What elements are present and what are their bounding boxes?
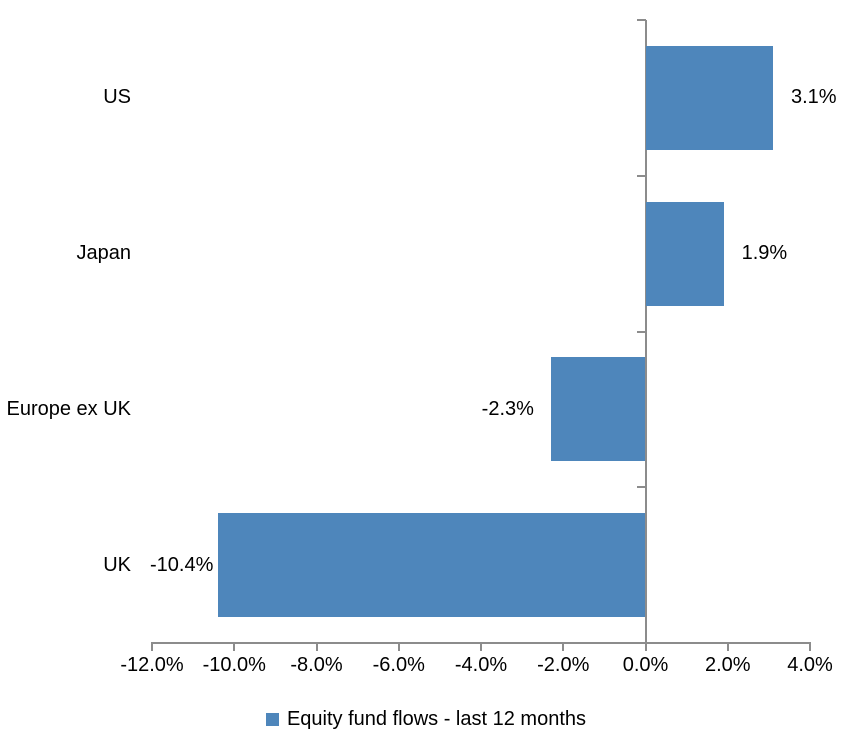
data-label: -2.3% xyxy=(481,397,534,420)
legend: Equity fund flows - last 12 months xyxy=(0,708,852,731)
y-axis-tick xyxy=(636,486,646,489)
x-tick-label: 4.0% xyxy=(787,654,833,676)
x-tick-label: -4.0% xyxy=(454,654,508,676)
data-label: 1.9% xyxy=(741,242,788,265)
plot-area: -12.0% -10.0% -8.0% -6.0% -4.0% -2.0% 0.0% 2.0%… xyxy=(120,19,837,676)
category-label: UK xyxy=(103,553,131,576)
bar-japan xyxy=(645,201,724,306)
data-label: -10.4% xyxy=(150,553,214,576)
legend-label: Equity fund flows - last 12 months xyxy=(286,708,587,730)
x-tick-label: -8.0% xyxy=(290,654,343,676)
x-axis-tick xyxy=(151,642,153,651)
x-axis-tick xyxy=(233,642,236,651)
x-axis-tick xyxy=(726,642,729,651)
y-axis-tick xyxy=(636,19,646,21)
x-tick-label: 0.0% xyxy=(622,654,669,676)
category-label: US xyxy=(103,86,131,109)
x-tick-label: 2.0% xyxy=(704,654,751,676)
y-axis-zero-line xyxy=(644,20,647,643)
x-axis-tick xyxy=(809,642,811,651)
category-label: Japan xyxy=(76,242,132,265)
legend-swatch-icon xyxy=(265,713,279,726)
bar-uk xyxy=(217,513,646,618)
data-label: 3.1% xyxy=(790,86,837,109)
x-axis-tick xyxy=(315,642,318,651)
x-axis-tick xyxy=(644,642,647,651)
bar-us xyxy=(645,45,773,150)
category-label: Europe ex UK xyxy=(6,397,131,420)
x-axis-tick xyxy=(397,642,400,651)
x-axis-tick xyxy=(480,642,482,651)
x-tick-label: -12.0% xyxy=(120,654,184,676)
x-axis-tick xyxy=(562,642,565,651)
x-tick-label: -10.0% xyxy=(202,654,266,676)
x-tick-label: -2.0% xyxy=(537,654,590,676)
bar-europe-ex-uk xyxy=(550,357,646,462)
x-tick-label: -6.0% xyxy=(372,654,425,676)
y-axis-tick xyxy=(636,174,646,177)
y-axis-tick xyxy=(636,330,646,333)
